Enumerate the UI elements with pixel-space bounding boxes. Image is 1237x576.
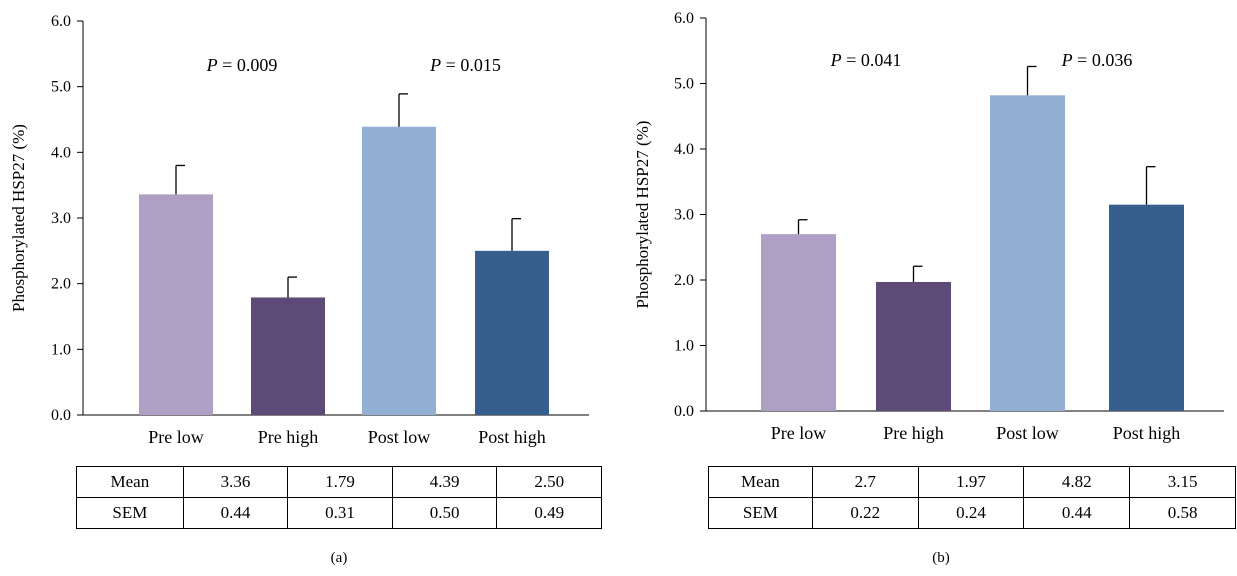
y-tick-label: 4.0 — [51, 144, 71, 161]
row-label: SEM — [76, 497, 184, 529]
panel-label-b: (b) — [932, 550, 950, 566]
table-cell: 3.36 — [182, 466, 289, 498]
bar — [251, 297, 325, 415]
category-label: Post low — [368, 427, 431, 447]
p-value-annotation: P = 0.036 — [1061, 50, 1133, 70]
bar — [990, 95, 1065, 411]
table-cell: 0.44 — [182, 497, 289, 529]
y-tick-label: 2.0 — [51, 276, 71, 293]
bar — [761, 234, 836, 411]
bar-chart-b: 0.0 1.0 2.0 3.0 4.0 5.0 6.0 Phosphorylated HSP2… — [633, 10, 1224, 443]
p-value-annotation: P = 0.041 — [830, 50, 902, 70]
table-cell: 0.49 — [496, 497, 602, 529]
bar — [1109, 204, 1184, 411]
y-tick-label: 4.0 — [674, 141, 694, 158]
row-label: Mean — [76, 466, 184, 498]
bar-chart-a: 0.0 1.0 2.0 3.0 4.0 5.0 6.0 Phosphorylated HSP2… — [9, 13, 589, 447]
table-cell: 2.50 — [496, 466, 602, 498]
table-cell: 0.24 — [917, 497, 1025, 529]
category-label: Post high — [478, 427, 546, 447]
bar — [475, 250, 549, 415]
table-row: SEM 0.22 0.24 0.44 0.58 — [708, 497, 1236, 529]
table-cell: 0.44 — [1023, 497, 1131, 529]
y-tick-label: 3.0 — [674, 207, 694, 224]
y-axis-label: Phosphorylated HSP27 (%) — [9, 124, 28, 312]
table-cell: 2.7 — [811, 466, 919, 498]
table-cell: 0.31 — [287, 497, 393, 529]
y-tick-label: 3.0 — [51, 210, 71, 227]
stats-table-a: Mean 3.36 1.79 4.39 2.50 SEM 0.44 0.31 0.50 0.49 — [76, 466, 602, 529]
y-tick-label: 1.0 — [51, 341, 71, 358]
table-cell: 0.50 — [391, 497, 498, 529]
table-cell: 3.15 — [1129, 466, 1236, 498]
y-tick-label: 6.0 — [51, 13, 71, 30]
panel-label-a: (a) — [330, 550, 348, 566]
chart-panel-b: 0.0 1.0 2.0 3.0 4.0 5.0 6.0 Phosphorylated HSP2… — [618, 0, 1236, 576]
table-cell: 1.97 — [917, 466, 1025, 498]
bar — [362, 126, 436, 416]
row-label: SEM — [708, 497, 813, 529]
y-axis-label: Phosphorylated HSP27 (%) — [633, 121, 652, 309]
p-value-annotation: P = 0.015 — [429, 55, 501, 75]
table-row: Mean 2.7 1.97 4.82 3.15 — [708, 466, 1236, 498]
y-tick-label: 5.0 — [674, 76, 694, 93]
category-label: Post low — [996, 423, 1059, 443]
y-tick-label: 2.0 — [674, 272, 694, 289]
category-label: Pre high — [258, 427, 319, 447]
y-tick-label: 5.0 — [51, 79, 71, 96]
y-tick-label: 0.0 — [51, 407, 71, 424]
y-tick-label: 0.0 — [674, 403, 694, 420]
category-label: Pre high — [883, 423, 944, 443]
row-label: Mean — [708, 466, 813, 498]
table-row: Mean 3.36 1.79 4.39 2.50 — [76, 466, 602, 498]
p-value-annotation: P = 0.009 — [206, 55, 278, 75]
bar — [139, 194, 213, 415]
chart-panel-a: 0.0 1.0 2.0 3.0 4.0 5.0 6.0 Phosphorylated HSP2… — [0, 0, 618, 576]
table-cell: 0.22 — [811, 497, 919, 529]
y-tick-label: 1.0 — [674, 338, 694, 355]
stats-table-b: Mean 2.7 1.97 4.82 3.15 SEM 0.22 0.24 0.44 0.58 — [708, 466, 1236, 529]
table-cell: 1.79 — [287, 466, 393, 498]
table-cell: 4.39 — [391, 466, 498, 498]
category-label: Pre low — [771, 423, 827, 443]
table-cell: 0.58 — [1129, 497, 1236, 529]
table-cell: 4.82 — [1023, 466, 1131, 498]
bar — [876, 281, 951, 411]
table-row: SEM 0.44 0.31 0.50 0.49 — [76, 497, 602, 529]
category-label: Post high — [1113, 423, 1181, 443]
y-tick-label: 6.0 — [674, 10, 694, 27]
category-label: Pre low — [148, 427, 204, 447]
